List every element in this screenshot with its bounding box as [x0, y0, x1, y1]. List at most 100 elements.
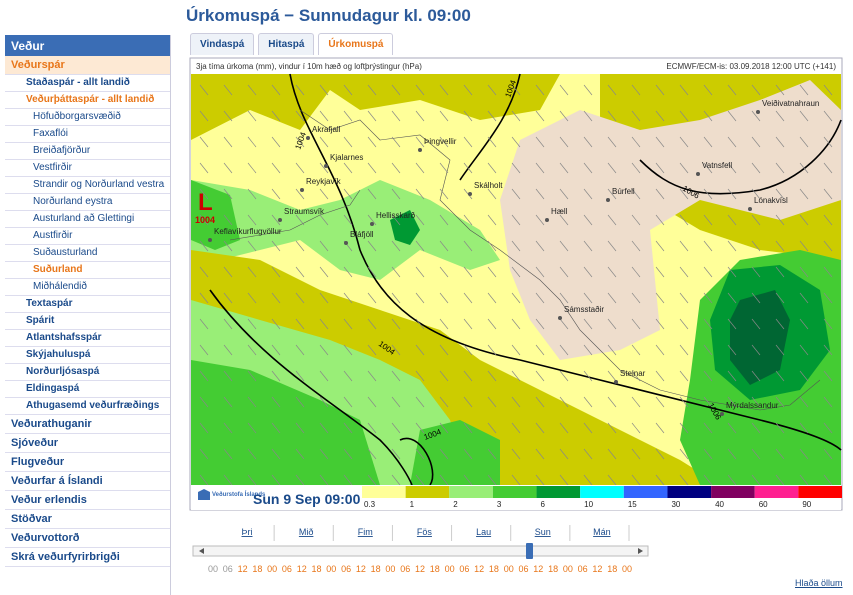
- wind-barb: [583, 318, 593, 330]
- hour-label[interactable]: 00: [622, 564, 632, 574]
- hour-label[interactable]: 18: [548, 564, 558, 574]
- sidebar-item[interactable]: Miðhálendið: [5, 279, 170, 296]
- wind-barb: [727, 266, 737, 278]
- hour-label[interactable]: 06: [223, 564, 233, 574]
- day-link[interactable]: Mið: [299, 527, 314, 537]
- sidebar-item[interactable]: Skýjahuluspá: [5, 347, 170, 364]
- sidebar-item[interactable]: Austfirðir: [5, 228, 170, 245]
- hour-label[interactable]: 06: [578, 564, 588, 574]
- hour-label[interactable]: 18: [607, 564, 617, 574]
- hour-label[interactable]: 00: [563, 564, 573, 574]
- load-all-link[interactable]: Hlaða öllum: [795, 578, 843, 588]
- sidebar-item[interactable]: Veðurþáttaspár - allt landið: [5, 92, 170, 109]
- legend-swatch: [711, 486, 755, 498]
- wind-barb: [439, 188, 449, 200]
- sidebar-item[interactable]: Atlantshafsspár: [5, 330, 170, 347]
- hour-label[interactable]: 06: [282, 564, 292, 574]
- hour-label[interactable]: 00: [208, 564, 218, 574]
- sidebar-item[interactable]: Breiðafjörður: [5, 143, 170, 160]
- day-link[interactable]: Þri: [242, 527, 253, 537]
- wind-barb: [247, 396, 257, 408]
- wind-barb: [751, 292, 761, 304]
- hour-label[interactable]: 00: [326, 564, 336, 574]
- place-label: Vatnsfell: [702, 161, 732, 170]
- sidebar-item[interactable]: Textaspár: [5, 296, 170, 313]
- wind-barb: [319, 396, 329, 408]
- hour-label[interactable]: 12: [297, 564, 307, 574]
- sidebar-item[interactable]: Vestfirðir: [5, 160, 170, 177]
- wind-barb: [367, 396, 377, 408]
- sidebar-item[interactable]: Veðurathuganir: [5, 415, 170, 434]
- sidebar-item[interactable]: Veðurvottorð: [5, 529, 170, 548]
- day-link[interactable]: Fim: [358, 527, 373, 537]
- day-link[interactable]: Mán: [593, 527, 611, 537]
- sidebar-item[interactable]: Austurland að Glettingi: [5, 211, 170, 228]
- sidebar-item[interactable]: Veðurspár: [5, 56, 170, 75]
- wind-barb: [271, 136, 281, 148]
- isobar-label: 1006: [681, 184, 701, 201]
- wind-barb: [607, 292, 617, 304]
- place-label: Bláfjöll: [350, 230, 374, 239]
- sidebar-item[interactable]: Stöðvar: [5, 510, 170, 529]
- wind-barb: [247, 422, 257, 434]
- hour-label[interactable]: 18: [430, 564, 440, 574]
- hour-label[interactable]: 12: [415, 564, 425, 574]
- hour-label[interactable]: 00: [445, 564, 455, 574]
- sidebar-item[interactable]: Flugveður: [5, 453, 170, 472]
- sidebar-item[interactable]: Spárit: [5, 313, 170, 330]
- sidebar-item[interactable]: Eldingaspá: [5, 381, 170, 398]
- sidebar-item[interactable]: Skrá veðurfyrirbrigði: [5, 548, 170, 567]
- hour-label[interactable]: 00: [504, 564, 514, 574]
- sidebar-item[interactable]: Faxaflói: [5, 126, 170, 143]
- sidebar-item[interactable]: Sjóveður: [5, 434, 170, 453]
- wind-barb: [439, 110, 449, 122]
- wind-barb: [199, 214, 209, 226]
- sidebar-item[interactable]: Strandir og Norðurland vestra: [5, 177, 170, 194]
- wind-barb: [343, 318, 353, 330]
- day-link[interactable]: Fös: [417, 527, 433, 537]
- sidebar-item[interactable]: Suðurland: [5, 262, 170, 279]
- tab[interactable]: Úrkomuspá: [318, 33, 394, 55]
- slider-left-button[interactable]: [199, 548, 204, 554]
- wind-barb: [751, 422, 761, 434]
- wind-barb: [631, 136, 641, 148]
- wind-barb: [487, 318, 497, 330]
- sidebar-item[interactable]: Suðausturland: [5, 245, 170, 262]
- place-label: Reykjavík: [306, 177, 342, 186]
- wind-barb: [391, 162, 401, 174]
- slider-thumb[interactable]: [526, 543, 533, 559]
- wind-barb: [823, 396, 833, 408]
- sidebar-item[interactable]: Höfuðborgarsvæðið: [5, 109, 170, 126]
- hour-label[interactable]: 18: [489, 564, 499, 574]
- hour-label[interactable]: 12: [238, 564, 248, 574]
- hour-label[interactable]: 12: [474, 564, 484, 574]
- wind-barb: [367, 448, 377, 460]
- hour-label[interactable]: 00: [385, 564, 395, 574]
- hour-label[interactable]: 18: [371, 564, 381, 574]
- day-link[interactable]: Sun: [535, 527, 551, 537]
- sidebar-item[interactable]: Norðurljósaspá: [5, 364, 170, 381]
- hour-label[interactable]: 12: [356, 564, 366, 574]
- wind-barb: [535, 292, 545, 304]
- sidebar-item[interactable]: Veður erlendis: [5, 491, 170, 510]
- day-link[interactable]: Lau: [476, 527, 491, 537]
- wind-barb: [487, 136, 497, 148]
- hour-label[interactable]: 12: [592, 564, 602, 574]
- wind-barb: [319, 474, 329, 486]
- hour-label[interactable]: 06: [459, 564, 469, 574]
- hour-label[interactable]: 06: [341, 564, 351, 574]
- hour-label[interactable]: 18: [311, 564, 321, 574]
- slider-right-button[interactable]: [638, 548, 643, 554]
- sidebar-item[interactable]: Athugasemd veðurfræðings: [5, 398, 170, 415]
- sidebar-item[interactable]: Staðaspár - allt landið: [5, 75, 170, 92]
- sidebar-item[interactable]: Norðurland eystra: [5, 194, 170, 211]
- tab[interactable]: Vindaspá: [190, 33, 255, 55]
- hour-label[interactable]: 12: [533, 564, 543, 574]
- sidebar-item[interactable]: Veðurfar á Íslandi: [5, 472, 170, 491]
- tab[interactable]: Hitaspá: [258, 33, 315, 55]
- wind-barb: [655, 214, 665, 226]
- hour-label[interactable]: 06: [518, 564, 528, 574]
- hour-label[interactable]: 06: [400, 564, 410, 574]
- hour-label[interactable]: 00: [267, 564, 277, 574]
- hour-label[interactable]: 18: [252, 564, 262, 574]
